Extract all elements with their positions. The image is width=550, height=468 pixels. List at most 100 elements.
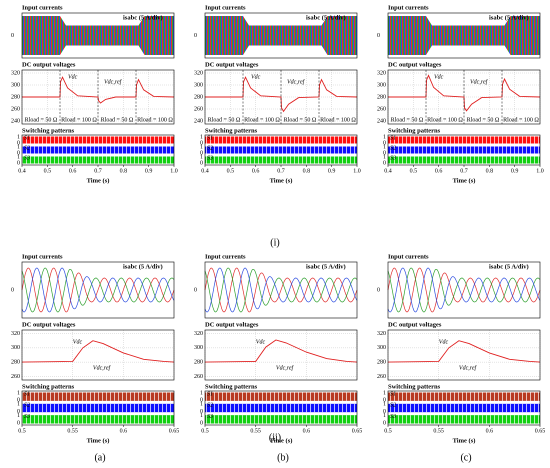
channel-label: S2 (207, 145, 213, 151)
y-tick-label: 0 (17, 160, 20, 166)
curve-label: Vdc (434, 74, 444, 80)
y-tick-label: 0 (200, 409, 203, 415)
y-tick-label: 1 (200, 390, 203, 396)
x-tick-label: 0.65 (535, 428, 546, 434)
y-tick-label: 0 (11, 287, 14, 293)
current-waveform (21, 267, 175, 313)
subplot-title: Input currents (205, 4, 246, 11)
switching-gaps (388, 392, 540, 401)
load-label: Rload = 50 Ω (208, 117, 241, 123)
switching-gaps (388, 415, 540, 424)
load-label: Rload = 100 Ω (503, 117, 539, 123)
subplot-title: Switching patterns (388, 127, 441, 134)
y-tick-label: 0 (200, 398, 203, 404)
subplot-title: Input currents (388, 253, 429, 260)
y-tick-label: 320 (194, 70, 203, 76)
x-tick-label: 1.0 (170, 168, 178, 174)
subplot-title: Switching patterns (22, 127, 75, 134)
subplot-title: Input currents (22, 4, 63, 11)
y-tick-label: 1 (17, 134, 20, 140)
y-tick-label: 320 (377, 331, 386, 337)
y-tick-label: 1 (383, 154, 386, 160)
x-tick-label: 0.4 (201, 168, 209, 174)
x-tick-label: 0.6 (435, 168, 443, 174)
y-tick-label: 0 (17, 398, 20, 404)
subplot-title: DC output voltages (205, 61, 259, 68)
x-tick-label: 0.6 (252, 168, 260, 174)
switching-gaps (388, 156, 540, 164)
x-tick-label: 0.5 (44, 168, 52, 174)
y-tick-label: 0 (200, 140, 203, 146)
switching-gaps (205, 403, 357, 413)
x-axis-label: Time (s) (453, 177, 476, 184)
y-tick-label: 280 (194, 94, 203, 100)
switching-gaps (388, 136, 540, 144)
subplot-frame (204, 390, 358, 426)
y-tick-label: 1 (200, 144, 203, 150)
channel-label: S2 (390, 403, 396, 409)
switching-gaps (205, 136, 357, 144)
y-tick-label: 280 (194, 360, 203, 366)
subplot-frame (204, 261, 358, 319)
subplot-frame (387, 390, 541, 426)
subplot-title: Switching patterns (388, 383, 441, 390)
channel-label: S1 (390, 391, 396, 397)
subplot-title: Input currents (22, 253, 63, 260)
curve-label: Vdc,ref (276, 364, 295, 371)
channel-label: S1 (207, 391, 213, 397)
x-tick-label: 0.6 (486, 428, 494, 434)
current-waveforms (205, 16, 357, 55)
annotation: isabc (5 A/div) (123, 263, 163, 270)
x-axis-label: Time (s) (87, 177, 110, 184)
y-tick-label: 280 (377, 94, 386, 100)
subplot-frame (387, 69, 541, 125)
y-tick-label: 1 (383, 390, 386, 396)
y-tick-label: 0 (383, 140, 386, 146)
curve-label: Vdc (73, 339, 83, 345)
x-tick-label: 0.55 (433, 428, 444, 434)
load-label: Rload = 100 Ω (61, 117, 97, 123)
channel-label: S3 (24, 414, 30, 420)
current-waveforms (388, 16, 540, 55)
x-tick-label: 0.65 (352, 428, 363, 434)
switching-gaps (388, 146, 540, 154)
y-tick-label: 0 (200, 420, 203, 426)
x-tick-label: 0.8 (303, 168, 311, 174)
y-tick-label: 260 (377, 374, 386, 380)
x-axis-label: Time (s) (270, 437, 293, 444)
x-tick-label: 0.65 (169, 428, 180, 434)
current-waveform (21, 267, 175, 313)
annotation: isabc (5 A/div) (306, 14, 346, 21)
y-tick-label: 300 (377, 82, 386, 88)
annotation: isabc (5 A/div) (123, 14, 163, 21)
current-waveform (204, 267, 358, 313)
y-tick-label: 300 (377, 345, 386, 351)
switching-gaps (205, 392, 357, 401)
y-tick-label: 320 (194, 331, 203, 337)
y-tick-label: 0 (383, 409, 386, 415)
y-tick-label: 260 (194, 106, 203, 112)
y-tick-label: 0 (383, 398, 386, 404)
x-tick-label: 1.0 (353, 168, 361, 174)
load-label: Rload = 100 Ω (320, 117, 356, 123)
y-tick-label: 300 (11, 345, 20, 351)
load-label: Rload = 50 Ω (284, 117, 317, 123)
x-tick-label: 0.4 (384, 168, 392, 174)
load-label: Rload = 100 Ω (427, 117, 463, 123)
annotation: isabc (5 A/div) (489, 14, 529, 21)
y-tick-label: 0 (200, 160, 203, 166)
y-tick-label: 280 (11, 94, 20, 100)
switching-gaps (22, 146, 174, 154)
subplot-frame (21, 69, 175, 125)
vdc-line (21, 340, 175, 363)
curve-label: Vdc,ref (470, 78, 489, 85)
subplot-frame (204, 329, 358, 381)
y-tick-label: 1 (383, 134, 386, 140)
y-tick-label: 260 (194, 374, 203, 380)
subplot-frame (204, 12, 358, 59)
y-tick-label: 0 (17, 409, 20, 415)
switching-gaps (22, 392, 174, 401)
load-label: Rload = 50 Ω (391, 117, 424, 123)
y-tick-label: 1 (17, 402, 20, 408)
